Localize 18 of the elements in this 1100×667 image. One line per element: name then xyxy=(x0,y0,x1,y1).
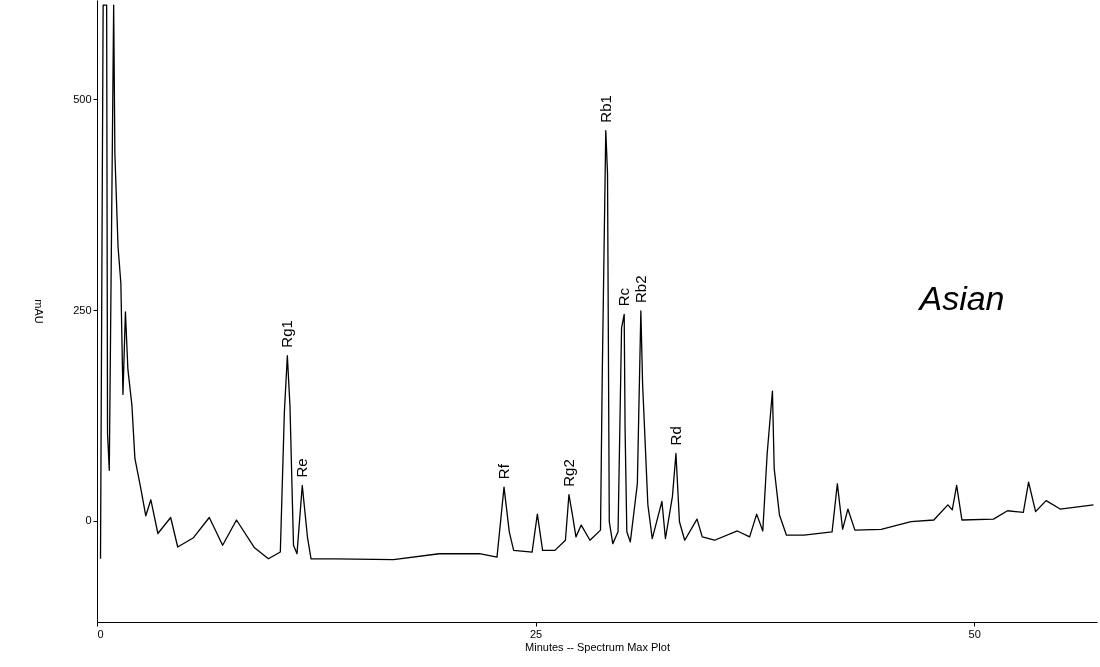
annotation: Asian xyxy=(917,279,1005,317)
x-tick-label: 25 xyxy=(529,627,543,640)
annotation: Rc xyxy=(615,287,633,307)
y-tick-label: 250 xyxy=(73,303,92,316)
annotation: Re xyxy=(293,458,311,478)
annotation: Rg1 xyxy=(278,320,296,348)
x-tick-label: 0 xyxy=(97,627,104,640)
annotation: Rf xyxy=(495,463,513,480)
y-axis-title: mAU xyxy=(33,299,46,324)
x-tick-label: 50 xyxy=(968,627,981,640)
line-series xyxy=(99,4,1095,561)
y-tick-label: 0 xyxy=(85,514,92,527)
annotation: Rb2 xyxy=(631,275,649,303)
annotation: Rg2 xyxy=(559,459,577,487)
x-axis-title: Minutes -- Spectrum Max Plot xyxy=(525,640,670,653)
annotation: Rd xyxy=(666,426,684,446)
y-tick-label: 500 xyxy=(73,92,92,105)
annotation: Rb1 xyxy=(596,95,614,123)
